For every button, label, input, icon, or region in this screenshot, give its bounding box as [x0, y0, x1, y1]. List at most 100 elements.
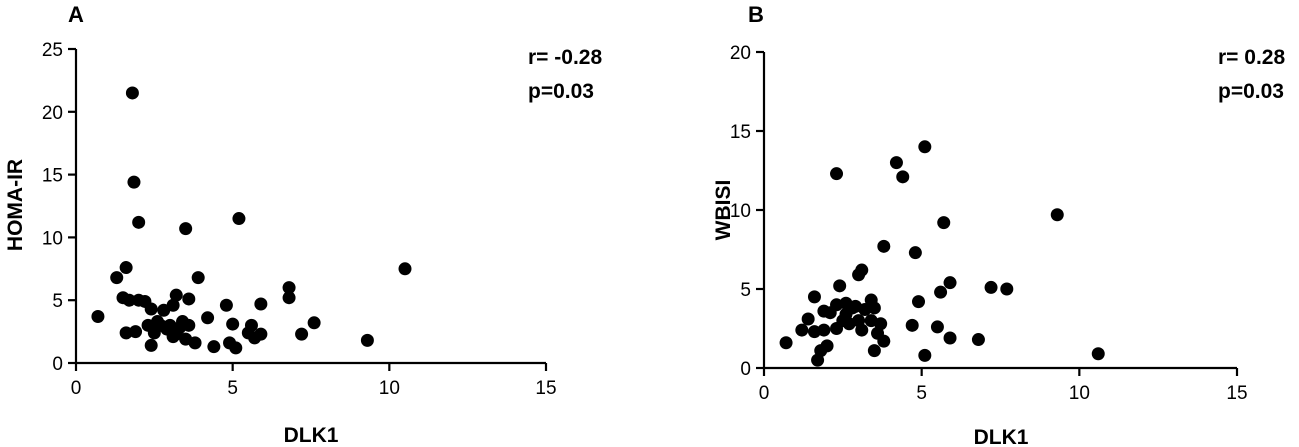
- panel-b-data-point: [820, 339, 834, 353]
- panel-a-data-point: [166, 298, 180, 312]
- panel-b-data-point: [874, 317, 888, 331]
- panel-b-p-annotation: p=0.03: [1218, 80, 1284, 103]
- panel-a-data-point: [122, 293, 136, 307]
- panel-b-data-point: [1000, 282, 1014, 296]
- panel-b-data-point: [984, 280, 998, 294]
- panel-a-label: A: [68, 2, 84, 27]
- panel-a-data-point: [307, 316, 321, 330]
- panel-b-data-point: [795, 323, 809, 337]
- panel-b-data-point: [934, 285, 948, 299]
- panel-b-label: B: [748, 2, 764, 27]
- panel-b-r-annotation: r= 0.28: [1218, 46, 1285, 69]
- panel-b-points: [779, 140, 1105, 367]
- panel-b-y-axis-title: WBISI: [712, 180, 735, 241]
- panel-a-data-point: [132, 215, 146, 229]
- panel-a-data-point: [191, 271, 205, 285]
- panel-b-y-ticks: 0 5 10 15 20: [730, 43, 764, 380]
- panel-b: B 0 5 10 15 0 5 10 15 20 DLK1 WBISI r= 0.28 p=0…: [712, 2, 1285, 447]
- panel-b-y-tick-label: 15: [730, 122, 751, 143]
- panel-b-data-point: [1091, 347, 1105, 361]
- panel-b-data-point: [817, 323, 831, 337]
- panel-b-data-point: [889, 156, 903, 170]
- panel-b-data-point: [937, 216, 951, 230]
- panel-a-data-point: [144, 302, 158, 316]
- panel-a-data-point: [201, 311, 215, 325]
- panel-a-data-point: [179, 222, 193, 236]
- panel-a-data-point: [127, 175, 141, 189]
- panel-b-data-point: [801, 312, 815, 326]
- panel-a-y-tick-label: 25: [42, 40, 63, 61]
- panel-a-data-point: [182, 292, 196, 306]
- panel-b-data-point: [918, 348, 932, 362]
- panel-a-data-point: [282, 281, 296, 295]
- panel-a-data-point: [207, 340, 221, 354]
- panel-a-y-tick-label: 5: [52, 291, 63, 312]
- panel-a-data-point: [232, 212, 246, 226]
- panel-a-data-point: [144, 338, 158, 352]
- panel-a-data-point: [182, 318, 196, 332]
- panel-b-data-point: [830, 167, 844, 181]
- panel-a-x-tick-label: 10: [379, 378, 400, 399]
- panel-a-data-point: [119, 261, 133, 275]
- panel-b-data-point: [918, 140, 932, 154]
- panel-a-data-point: [91, 310, 105, 324]
- panel-a-y-axis-title: HOMA-IR: [4, 159, 27, 251]
- panel-a-p-annotation: p=0.03: [528, 80, 594, 103]
- panel-b-data-point: [930, 320, 944, 334]
- panel-a-data-point: [254, 297, 268, 311]
- panel-b-data-point: [877, 239, 891, 253]
- panel-a-x-ticks: 0 5 10 15: [71, 363, 557, 399]
- panel-b-data-point: [1050, 208, 1064, 222]
- panel-a-data-point: [219, 298, 233, 312]
- panel-b-x-tick-label: 10: [1069, 383, 1090, 404]
- panel-b-data-point: [867, 301, 881, 315]
- panel-a-data-point: [398, 262, 412, 276]
- panel-b-data-point: [943, 276, 957, 290]
- panel-b-data-point: [943, 331, 957, 345]
- panel-b-data-point: [779, 336, 793, 350]
- panel-b-axes: [762, 52, 1237, 370]
- panel-a-data-point: [169, 288, 183, 302]
- panel-a-data-point: [254, 327, 268, 341]
- panel-b-data-point: [877, 334, 891, 348]
- panel-a-y-tick-label: 15: [42, 166, 63, 187]
- panel-a: A 0 5 10 15 0 5 10 15 20 25 DLK1 HOMA-IR r= -0.2…: [4, 2, 602, 447]
- panel-b-data-point: [833, 279, 847, 293]
- panel-a-axes: [74, 49, 546, 365]
- panel-a-data-point: [110, 271, 124, 285]
- panel-b-x-tick-label: 15: [1226, 383, 1247, 404]
- panel-b-y-tick-label: 20: [730, 43, 751, 64]
- panel-a-data-point: [226, 317, 240, 331]
- panel-a-y-tick-label: 20: [42, 103, 63, 124]
- panel-b-data-point: [908, 246, 922, 260]
- panel-b-data-point: [867, 344, 881, 358]
- panel-a-x-axis-title: DLK1: [284, 424, 339, 447]
- panel-b-data-point: [855, 323, 869, 337]
- panel-b-data-point: [971, 333, 985, 347]
- panel-b-data-point: [896, 170, 910, 184]
- panel-b-x-tick-label: 0: [759, 383, 770, 404]
- panel-b-y-tick-label: 5: [740, 280, 751, 301]
- panel-a-data-point: [295, 327, 309, 341]
- panel-a-x-tick-label: 0: [71, 378, 82, 399]
- panel-a-data-point: [125, 86, 139, 100]
- panel-b-data-point: [807, 290, 821, 304]
- panel-a-data-point: [229, 341, 243, 355]
- panel-b-data-point: [905, 318, 919, 332]
- panel-b-data-point: [855, 263, 869, 277]
- panel-b-x-ticks: 0 5 10 15: [759, 368, 1248, 404]
- panel-a-r-annotation: r= -0.28: [528, 46, 602, 69]
- panel-a-data-point: [244, 318, 258, 332]
- panel-a-points: [91, 86, 412, 355]
- panel-a-x-tick-label: 15: [535, 378, 556, 399]
- panel-b-y-tick-label: 10: [730, 201, 751, 222]
- panel-a-y-ticks: 0 5 10 15 20 25: [42, 40, 76, 375]
- panel-a-data-point: [188, 336, 202, 350]
- panel-a-x-tick-label: 5: [227, 378, 238, 399]
- panel-a-y-tick-label: 0: [52, 354, 63, 375]
- panel-a-data-point: [360, 333, 374, 347]
- panel-a-y-tick-label: 10: [42, 228, 63, 249]
- panel-b-x-tick-label: 5: [916, 383, 927, 404]
- panel-b-data-point: [912, 295, 926, 309]
